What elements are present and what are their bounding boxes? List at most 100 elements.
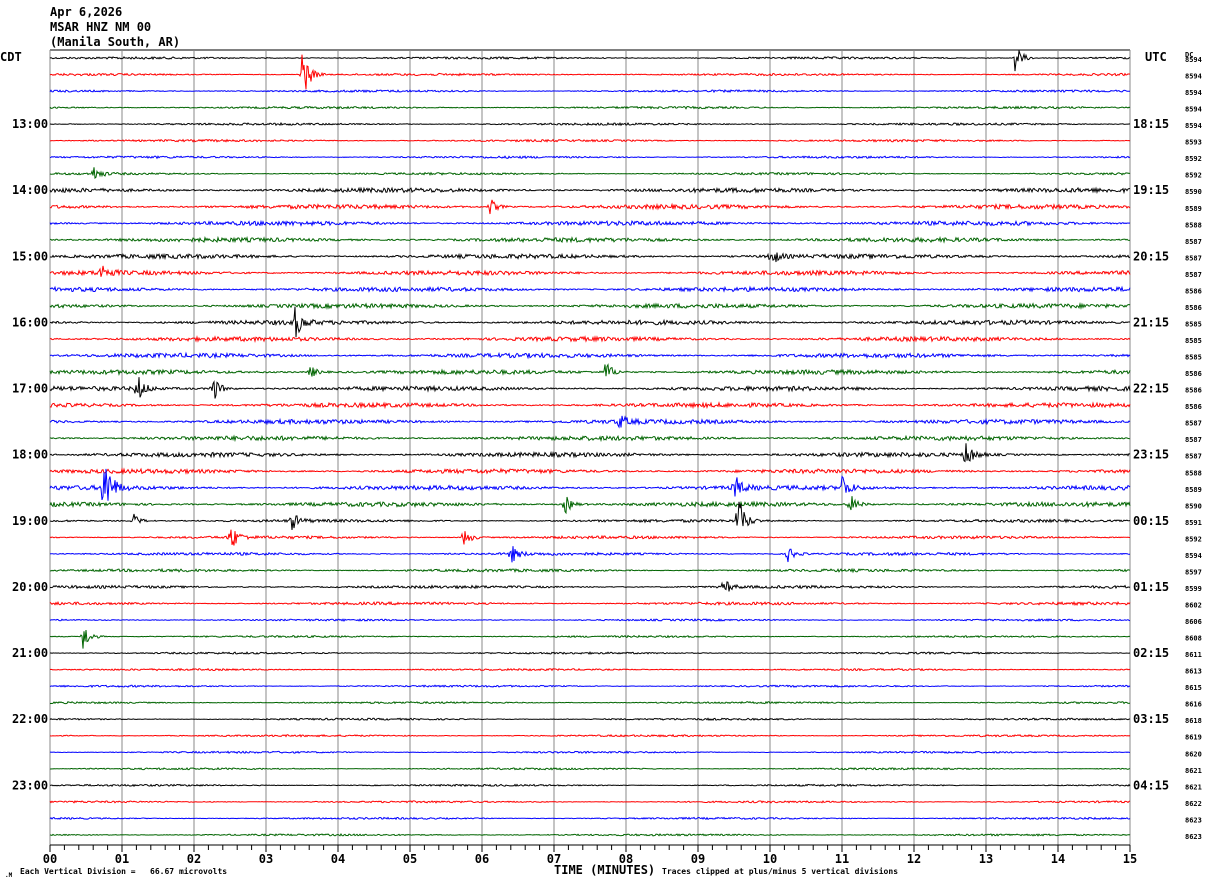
utc-hour-label: 23:15 bbox=[1133, 448, 1169, 462]
seismic-trace bbox=[49, 816, 1131, 821]
seismic-trace bbox=[49, 285, 1131, 293]
dc-value: 8585 bbox=[1185, 337, 1202, 345]
dc-value: 8594 bbox=[1185, 552, 1202, 560]
cdt-hour-label: 17:00 bbox=[12, 382, 48, 396]
header-date: Apr 6,2026 bbox=[50, 5, 122, 19]
seismic-trace bbox=[49, 235, 1131, 244]
x-tick-label: 04 bbox=[331, 852, 345, 866]
utc-hour-label: 22:15 bbox=[1133, 382, 1169, 396]
dc-value: 8619 bbox=[1185, 734, 1202, 742]
seismic-trace bbox=[49, 265, 1131, 277]
dc-value: 8587 bbox=[1185, 238, 1202, 246]
seismic-trace bbox=[49, 684, 1131, 689]
clip-note: Traces clipped at plus/minus 5 vertical … bbox=[662, 866, 898, 876]
cdt-hour-label: 18:00 bbox=[12, 448, 48, 462]
cdt-hour-label: 20:00 bbox=[12, 580, 48, 594]
seismic-trace bbox=[49, 306, 1131, 338]
dc-value: 8590 bbox=[1185, 502, 1202, 510]
utc-hour-label: 18:15 bbox=[1133, 117, 1169, 131]
x-tick-label: 15 bbox=[1123, 852, 1137, 866]
utc-hour-label: 02:15 bbox=[1133, 646, 1169, 660]
seismic-trace bbox=[49, 717, 1131, 722]
seismic-trace bbox=[49, 186, 1130, 195]
dc-value: 8586 bbox=[1185, 304, 1202, 312]
seismic-trace bbox=[49, 401, 1131, 410]
scale-note: Each Vertical Division = 66.67 microvolt… bbox=[20, 866, 227, 876]
dc-value: 8621 bbox=[1185, 767, 1202, 775]
x-tick-label: 12 bbox=[907, 852, 921, 866]
seismic-trace bbox=[49, 546, 1130, 563]
cdt-hour-label: 16:00 bbox=[12, 315, 48, 329]
x-tick-label: 07 bbox=[547, 852, 561, 866]
dc-value: 8622 bbox=[1185, 800, 1202, 808]
dc-value: 8623 bbox=[1185, 833, 1202, 841]
x-tick-label: 02 bbox=[187, 852, 201, 866]
x-tick-label: 06 bbox=[475, 852, 489, 866]
dc-value: 8589 bbox=[1185, 486, 1202, 494]
seismic-trace bbox=[49, 700, 1131, 705]
dc-value: 8611 bbox=[1185, 651, 1202, 659]
dc-value: 8592 bbox=[1185, 155, 1202, 163]
dc-value: 8602 bbox=[1185, 601, 1202, 609]
dc-value: 8613 bbox=[1185, 668, 1202, 676]
dc-value: 8587 bbox=[1185, 254, 1202, 262]
cdt-hour-label: 13:00 bbox=[12, 117, 48, 131]
dc-value: 8586 bbox=[1185, 387, 1202, 395]
cdt-hour-label: 23:00 bbox=[12, 778, 48, 792]
seismic-trace bbox=[49, 155, 1131, 160]
x-tick-label: 05 bbox=[403, 852, 417, 866]
dc-value: 8587 bbox=[1185, 453, 1202, 461]
dc-value: 8620 bbox=[1185, 750, 1202, 758]
seismic-trace bbox=[50, 501, 1131, 530]
seismic-trace bbox=[49, 199, 1131, 215]
seismic-trace bbox=[49, 167, 1131, 179]
dc-value: 8615 bbox=[1185, 684, 1202, 692]
seismic-trace bbox=[49, 750, 1130, 755]
seismic-trace bbox=[49, 138, 1131, 143]
dc-value: 8616 bbox=[1185, 701, 1202, 709]
seismic-trace bbox=[49, 667, 1131, 672]
dc-value: 8608 bbox=[1185, 635, 1202, 643]
cdt-hour-label: 21:00 bbox=[12, 646, 48, 660]
dc-value: 8585 bbox=[1185, 320, 1202, 328]
seismic-trace bbox=[49, 89, 1131, 94]
dc-value: 8597 bbox=[1185, 568, 1202, 576]
dc-value: 8586 bbox=[1185, 370, 1202, 378]
dc-value: 8591 bbox=[1185, 519, 1202, 527]
seismic-trace bbox=[50, 252, 1131, 263]
seismic-trace bbox=[49, 767, 1131, 771]
utc-hour-label: 00:15 bbox=[1133, 514, 1169, 528]
seismic-trace bbox=[49, 121, 1131, 127]
dc-value: 8588 bbox=[1185, 221, 1202, 229]
utc-hour-label: 04:15 bbox=[1133, 778, 1169, 792]
seismic-trace bbox=[49, 529, 1130, 546]
utc-hour-label: 03:15 bbox=[1133, 712, 1169, 726]
seismic-trace bbox=[49, 351, 1131, 360]
seismic-trace bbox=[49, 377, 1131, 399]
seismic-trace bbox=[49, 783, 1131, 788]
seismic-trace bbox=[49, 629, 1131, 649]
seismic-trace bbox=[49, 434, 1131, 443]
utc-hour-label: 20:15 bbox=[1133, 249, 1169, 263]
seismic-trace bbox=[49, 651, 1131, 655]
cdt-hour-label: 22:00 bbox=[12, 712, 48, 726]
dc-value: 8592 bbox=[1185, 172, 1202, 180]
seismic-trace bbox=[49, 600, 1131, 607]
dc-value: 8586 bbox=[1185, 287, 1202, 295]
seismic-trace bbox=[49, 105, 1131, 110]
x-tick-label: 01 bbox=[115, 852, 129, 866]
seismic-trace bbox=[49, 50, 1131, 72]
seismic-trace bbox=[49, 567, 1131, 574]
dc-value: 8594 bbox=[1185, 56, 1202, 64]
dc-value: 8589 bbox=[1185, 205, 1202, 213]
seismic-trace bbox=[49, 468, 1131, 501]
left-axis-title: CDT bbox=[0, 50, 22, 64]
seismic-trace bbox=[49, 415, 1131, 429]
dc-value: 8618 bbox=[1185, 717, 1202, 725]
dc-value: 8590 bbox=[1185, 188, 1202, 196]
seismic-trace bbox=[49, 335, 1131, 343]
utc-hour-label: 01:15 bbox=[1133, 580, 1169, 594]
dc-value: 8594 bbox=[1185, 89, 1202, 97]
seismic-trace bbox=[49, 800, 1131, 804]
